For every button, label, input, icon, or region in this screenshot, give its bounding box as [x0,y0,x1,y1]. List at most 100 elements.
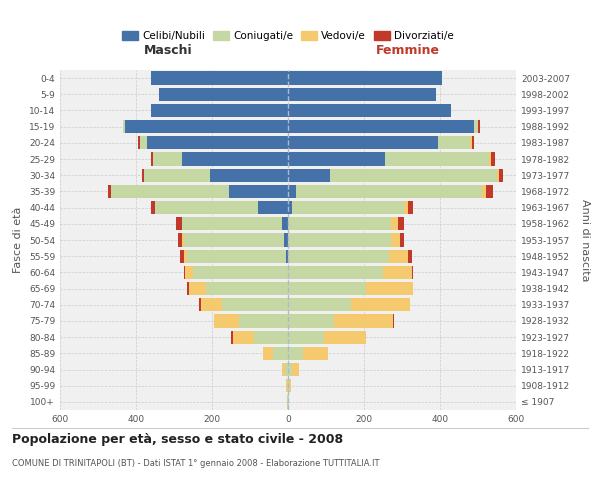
Text: Popolazione per età, sesso e stato civile - 2008: Popolazione per età, sesso e stato civil… [12,432,343,446]
Bar [478,120,480,134]
Bar [142,168,143,182]
Bar [288,314,334,328]
Bar [485,185,493,198]
Bar [288,185,296,198]
Bar [286,250,288,263]
Bar [282,363,285,376]
Bar [497,168,499,182]
Bar [412,266,413,279]
Bar [206,282,288,295]
Bar [182,152,288,166]
Bar [288,217,391,230]
Bar [288,152,385,166]
Bar [292,201,404,214]
Bar [180,250,184,263]
Bar [273,346,288,360]
Bar [184,266,185,279]
Bar [284,234,288,246]
Text: COMUNE DI TRINITAPOLI (BT) - Dati ISTAT 1° gennaio 2008 - Elaborazione TUTTITALI: COMUNE DI TRINITAPOLI (BT) - Dati ISTAT … [12,459,380,468]
Bar [112,185,229,198]
Bar [292,363,299,376]
Bar [200,298,221,312]
Bar [482,185,485,198]
Bar [184,234,284,246]
Bar [404,201,408,214]
Bar [286,379,287,392]
Bar [408,201,413,214]
Bar [231,330,233,344]
Bar [366,282,413,295]
Bar [288,168,330,182]
Bar [389,250,408,263]
Bar [391,234,400,246]
Bar [263,346,273,360]
Bar [185,266,193,279]
Bar [288,379,289,392]
Bar [324,330,366,344]
Bar [239,314,288,328]
Bar [182,234,184,246]
Bar [184,250,187,263]
Bar [385,152,490,166]
Bar [474,120,478,134]
Bar [470,136,472,149]
Bar [138,136,140,149]
Bar [189,282,206,295]
Bar [178,234,182,246]
Bar [499,168,503,182]
Bar [383,266,412,279]
Bar [287,379,288,392]
Bar [296,185,482,198]
Bar [334,314,392,328]
Bar [107,185,112,198]
Bar [229,185,288,198]
Bar [288,346,303,360]
Bar [438,136,470,149]
Bar [257,201,288,214]
Legend: Celibi/Nubili, Coniugati/e, Vedovi/e, Divorziati/e: Celibi/Nubili, Coniugati/e, Vedovi/e, Di… [119,28,457,44]
Bar [288,363,292,376]
Bar [151,201,155,214]
Bar [289,379,291,392]
Y-axis label: Fasce di età: Fasce di età [13,207,23,273]
Bar [288,298,350,312]
Bar [288,72,442,85]
Y-axis label: Anni di nascita: Anni di nascita [580,198,590,281]
Bar [288,104,451,117]
Bar [193,266,288,279]
Bar [285,363,288,376]
Bar [491,152,495,166]
Bar [350,298,410,312]
Bar [472,136,474,149]
Bar [303,346,328,360]
Bar [187,282,189,295]
Bar [391,217,398,230]
Bar [221,298,288,312]
Bar [288,88,436,101]
Bar [288,266,383,279]
Bar [182,217,283,230]
Bar [122,120,125,134]
Bar [199,298,200,312]
Bar [283,217,288,230]
Bar [233,330,254,344]
Bar [254,330,288,344]
Bar [176,217,182,230]
Bar [288,120,474,134]
Text: Femmine: Femmine [376,44,440,58]
Bar [151,104,288,117]
Text: Maschi: Maschi [143,44,193,58]
Bar [408,250,412,263]
Bar [151,152,153,166]
Bar [288,282,366,295]
Bar [330,168,497,182]
Bar [288,201,292,214]
Bar [143,168,210,182]
Bar [288,250,389,263]
Bar [214,314,239,328]
Bar [153,152,182,166]
Bar [288,396,289,408]
Bar [140,136,148,149]
Bar [187,250,286,263]
Bar [400,234,404,246]
